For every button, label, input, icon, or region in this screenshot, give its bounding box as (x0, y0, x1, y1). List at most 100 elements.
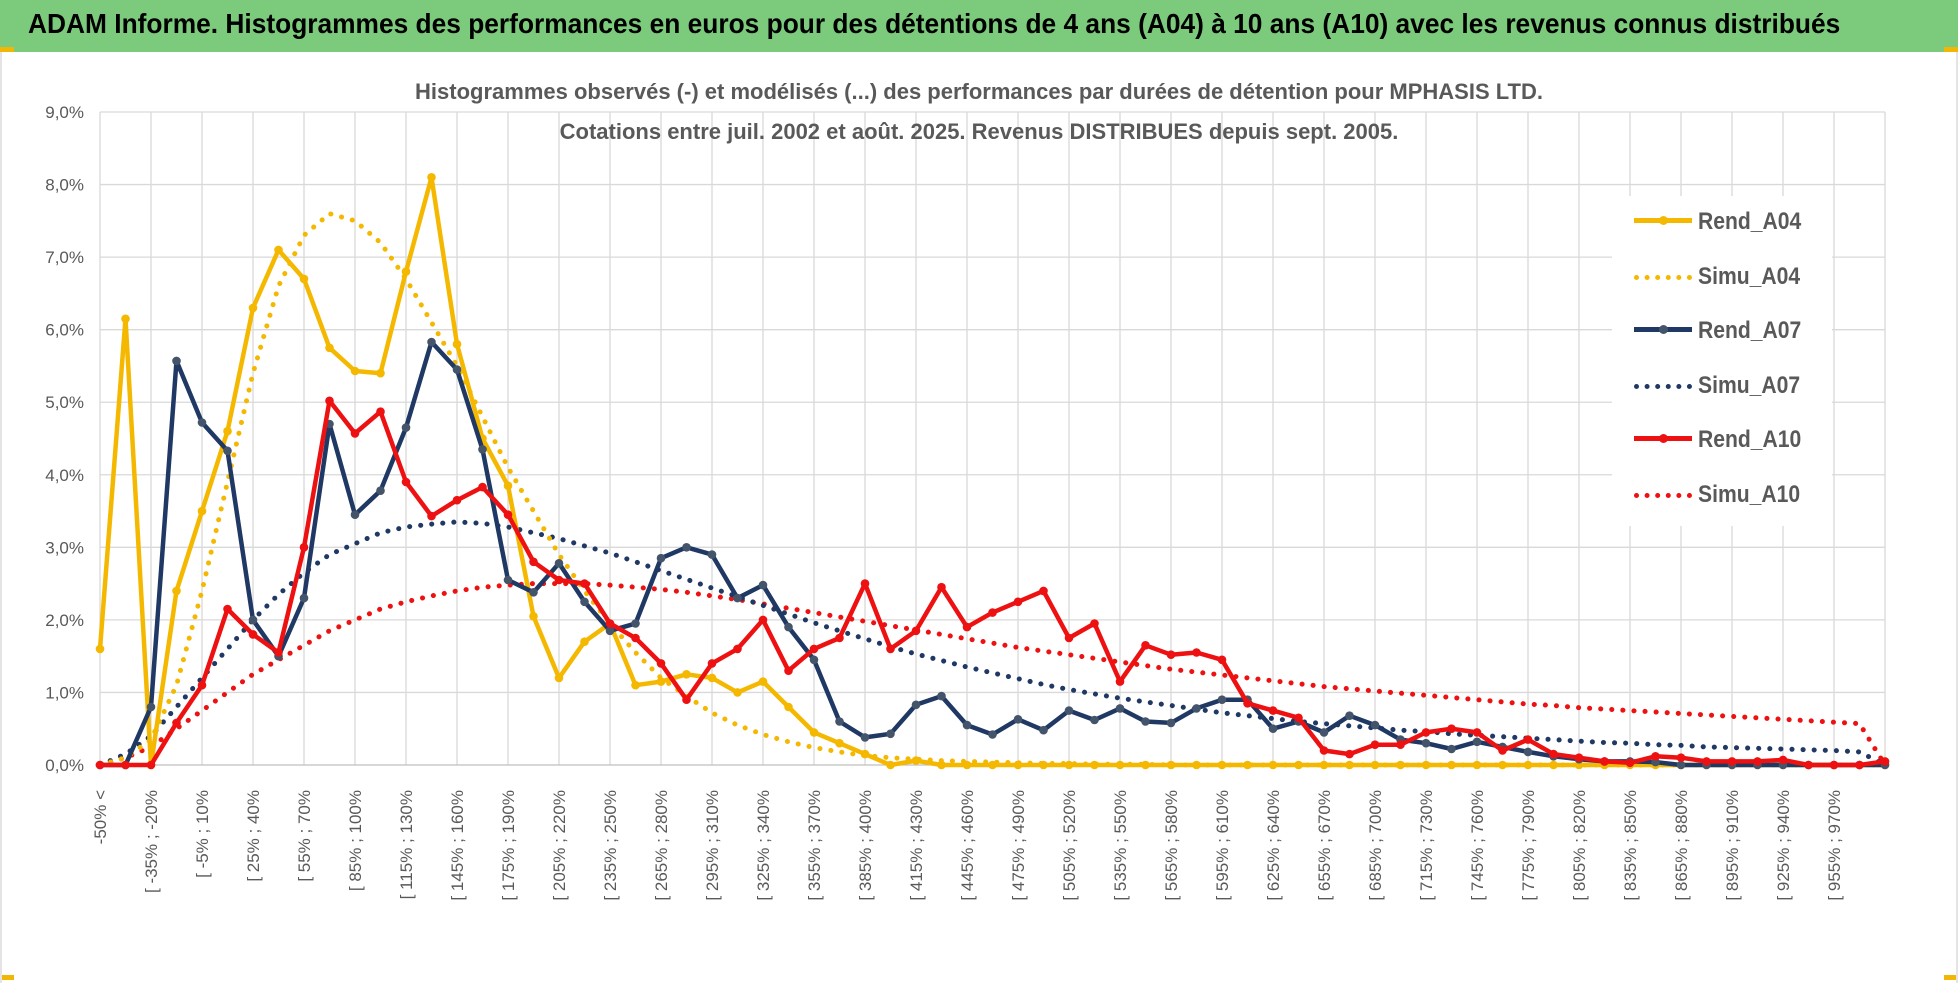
legend-label: Rend_A04 (1698, 208, 1802, 235)
data-point (1345, 711, 1354, 720)
data-point (1727, 757, 1737, 766)
data-point (350, 366, 360, 376)
legend-item-simu-a04: Simu_A04 (1634, 262, 1834, 292)
data-point (197, 680, 207, 690)
data-point (682, 695, 691, 704)
y-axis-tick-labels: 0,0% 1,0% 2,0% 3,0% 4,0% 5,0% 6,0% 7,0% 8,0% 9,0% (45, 103, 84, 775)
data-point (248, 615, 258, 625)
x-tick-label: [ 445% ; 460% (958, 790, 977, 901)
data-point (1141, 717, 1150, 726)
x-tick-label: [ 55% ; 70% (295, 790, 314, 882)
data-point (1676, 753, 1686, 762)
data-point (1855, 760, 1864, 770)
data-point (1676, 760, 1686, 770)
data-point (401, 267, 411, 276)
data-point (274, 648, 283, 657)
data-point (1472, 760, 1482, 770)
x-tick-label: [ -5% ; 10% (193, 790, 212, 878)
chart-frame (0, 52, 1958, 983)
x-tick-label: [ 625% ; 640% (1264, 790, 1283, 901)
data-point (1651, 752, 1660, 761)
data-point (962, 760, 972, 770)
data-point (758, 580, 768, 590)
data-point (299, 543, 309, 552)
data-point (197, 418, 207, 427)
data-point (1319, 746, 1329, 755)
data-point (1498, 746, 1507, 755)
series-line (97, 519, 1888, 768)
data-point (1523, 735, 1533, 744)
data-point (1345, 749, 1354, 759)
data-point (1880, 757, 1890, 766)
x-tick-label: [ 805% ; 820% (1570, 790, 1589, 901)
data-point (1396, 760, 1405, 770)
data-point (631, 633, 640, 643)
data-point (1447, 724, 1456, 733)
x-tick-label: [ 715% ; 730% (1417, 790, 1436, 901)
data-point (758, 615, 768, 625)
data-point (1447, 760, 1456, 770)
legend-swatch (1634, 384, 1692, 389)
data-point (529, 588, 538, 597)
data-point (1804, 760, 1813, 770)
data-point (988, 608, 997, 617)
data-point (1370, 720, 1380, 730)
data-point (1039, 586, 1048, 596)
x-tick-label: [ 595% ; 610% (1213, 790, 1232, 901)
data-point (1294, 713, 1303, 723)
data-point (1013, 760, 1023, 770)
chart-subtitle: Cotations entre juil. 2002 et août. 2025… (559, 119, 1399, 144)
data-point (1115, 704, 1125, 713)
data-point (937, 582, 946, 592)
data-point (1064, 760, 1074, 770)
data-point (223, 446, 232, 456)
x-tick-label: [ 355% ; 370% (805, 790, 824, 901)
data-point (758, 677, 768, 686)
data-point (809, 728, 819, 737)
data-point (911, 756, 921, 765)
x-tick-label: [ 295% ; 310% (703, 790, 722, 901)
data-point (503, 575, 513, 585)
data-point (1039, 725, 1048, 735)
data-point (962, 720, 972, 730)
legend-item-rend-a10: Rend_A10 (1634, 425, 1834, 455)
data-point (911, 626, 921, 636)
legend-marker (1659, 216, 1668, 225)
data-point (376, 407, 385, 417)
data-point (554, 673, 564, 683)
data-point (554, 559, 564, 568)
legend-swatch (1634, 493, 1692, 498)
data-point (529, 557, 538, 567)
x-tick-label: [ 265% ; 280% (652, 790, 671, 901)
x-tick-label: [ 835% ; 850% (1621, 790, 1640, 901)
data-point (1243, 699, 1252, 708)
data-point (733, 644, 742, 654)
data-point (809, 655, 819, 665)
data-point (1064, 706, 1074, 715)
corner-accent-top-right (1944, 47, 1958, 52)
data-point (1447, 744, 1456, 754)
x-tick-label: [ 925% ; 940% (1774, 790, 1793, 901)
data-point (682, 670, 691, 679)
data-point (962, 622, 972, 632)
x-tick-label: [ 505% ; 520% (1060, 790, 1079, 901)
y-tick-label: 4,0% (45, 466, 84, 485)
data-point (1472, 728, 1482, 737)
series-simu-a10 (97, 581, 1888, 768)
data-point (1268, 706, 1278, 715)
legend-swatch (1634, 275, 1692, 280)
x-tick-label: [ -35% ; -20% (142, 790, 161, 893)
data-point (937, 691, 946, 701)
data-point (860, 579, 870, 588)
data-point (656, 553, 666, 563)
data-point (605, 626, 615, 636)
data-point (503, 481, 513, 491)
data-point (784, 622, 793, 632)
data-point (1115, 760, 1125, 770)
data-point (656, 659, 666, 668)
data-point (1702, 757, 1711, 766)
data-point (452, 339, 462, 349)
data-point (427, 337, 436, 347)
data-point (631, 619, 640, 628)
